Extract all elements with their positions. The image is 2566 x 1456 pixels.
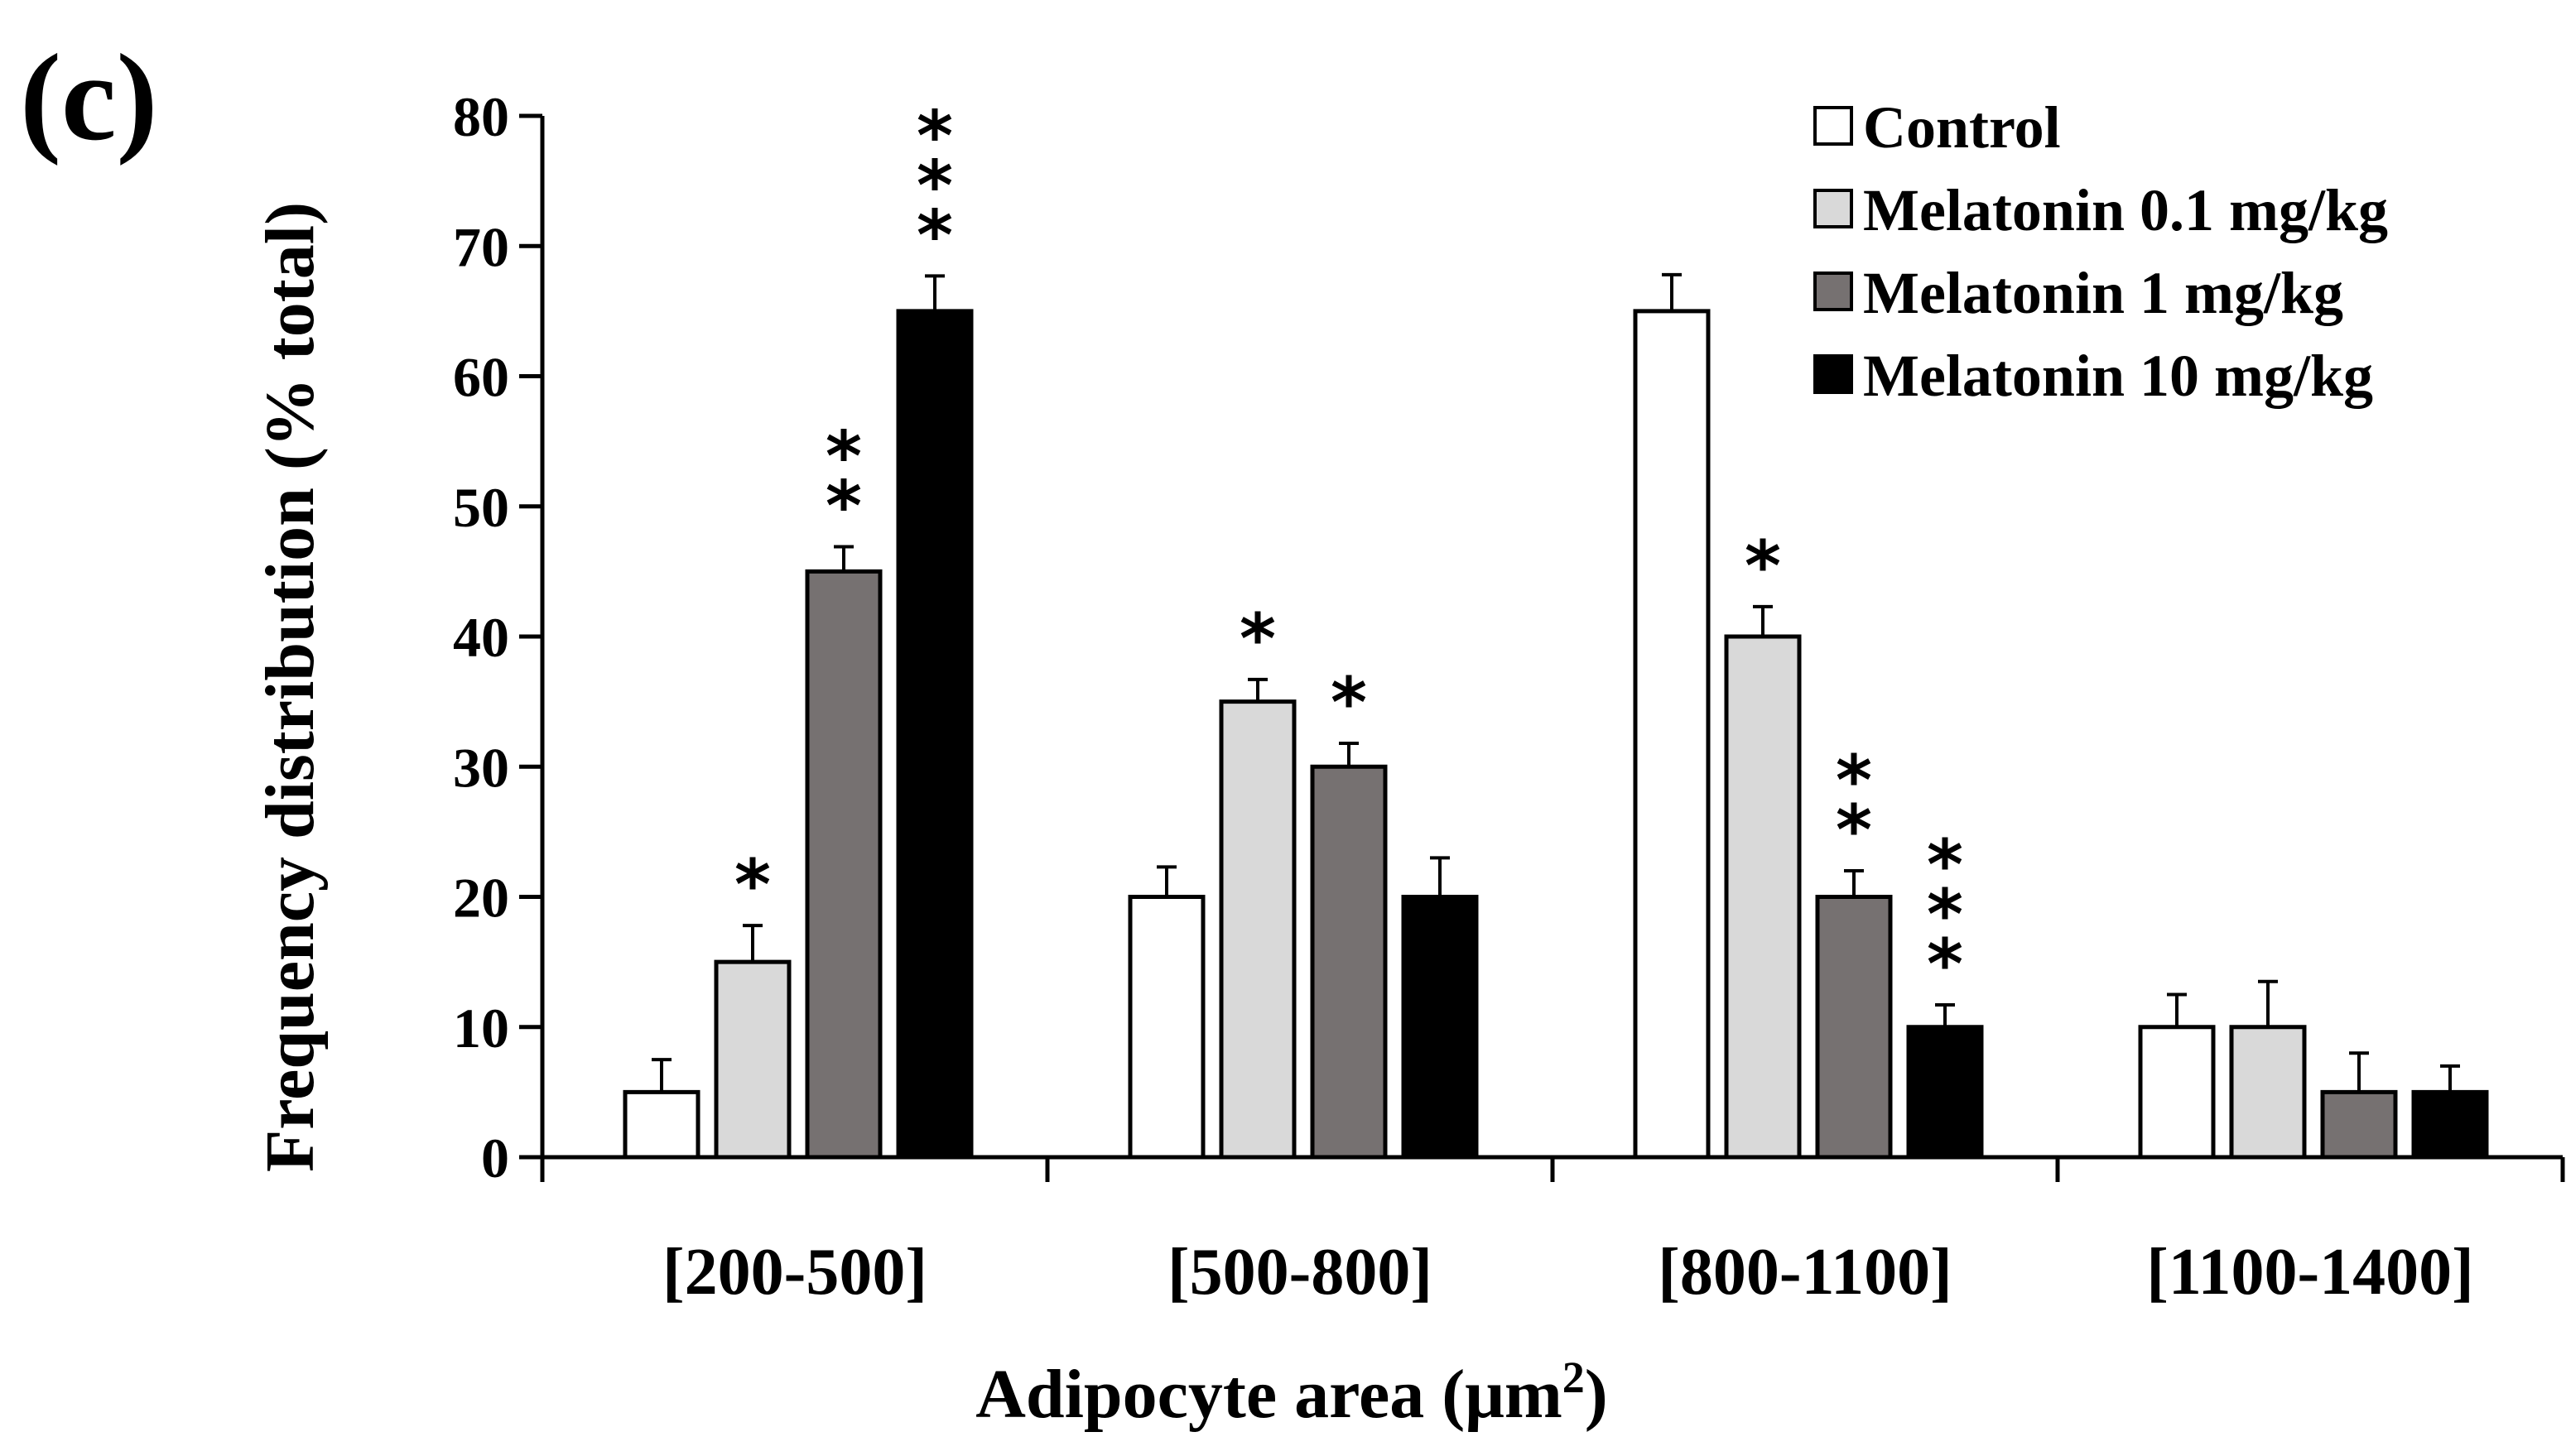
axes: 0 10 20 30 40 50 60 70 80 [200-500] [500-800] [800-… — [453, 85, 2565, 1309]
panel-label: (c) — [20, 29, 157, 166]
bar — [805, 569, 883, 1160]
y-tick-label: 60 — [453, 346, 509, 409]
y-tick-label: 50 — [453, 476, 509, 539]
bar — [896, 309, 974, 1160]
legend-swatch — [1813, 271, 1853, 311]
significance-asterisk: * — [917, 95, 953, 176]
x-axis-title-close: ) — [1585, 1356, 1608, 1433]
significance-asterisk: * — [1927, 824, 1963, 906]
x-category-label: [200-500] — [662, 1236, 927, 1309]
x-category-label: [500-800] — [1167, 1236, 1432, 1309]
bar — [2411, 1089, 2489, 1160]
y-tick-label: 70 — [453, 215, 509, 278]
bar — [2320, 1089, 2398, 1160]
y-tick-label: 0 — [481, 1127, 509, 1189]
bar — [2229, 1025, 2307, 1160]
bar — [1724, 634, 1802, 1160]
significance-asterisk: * — [1927, 924, 1963, 1005]
significance-asterisk: * — [1745, 526, 1781, 607]
significance-asterisk: * — [1927, 874, 1963, 955]
y-tick-label: 40 — [453, 606, 509, 669]
bar — [623, 1089, 700, 1160]
y-tick-label: 80 — [453, 85, 509, 148]
x-category-label: [800-1100] — [1658, 1236, 1952, 1309]
bar — [1310, 764, 1388, 1160]
x-category-label: [1100-1400] — [2146, 1236, 2474, 1309]
significance-asterisk: * — [917, 145, 953, 226]
bar — [1815, 895, 1893, 1160]
legend-label: Melatonin 0.1 mg/kg — [1863, 177, 2388, 243]
bar — [1401, 895, 1479, 1160]
bar — [1906, 1025, 1984, 1160]
y-tick-label: 10 — [453, 997, 509, 1060]
legend: Control Melatonin 0.1 mg/kg Melatonin 1 mg… — [1813, 94, 2388, 409]
significance-asterisk: * — [1836, 740, 1872, 821]
x-axis-title: Adipocyte area (μm2) — [975, 1353, 1608, 1433]
bar — [714, 959, 792, 1160]
significance-asterisk: * — [826, 416, 862, 497]
bar — [1128, 895, 1206, 1160]
bar — [1219, 699, 1297, 1160]
y-axis-title: Frequency distribution (% total) — [252, 202, 329, 1172]
legend-swatch — [1813, 354, 1853, 394]
y-tick-label: 30 — [453, 736, 509, 799]
significance-asterisk: * — [826, 465, 862, 546]
significance-asterisk: * — [1836, 790, 1872, 871]
legend-swatch — [1813, 106, 1853, 146]
significance-asterisk: * — [1331, 662, 1367, 743]
legend-label: Melatonin 10 mg/kg — [1863, 343, 2373, 409]
legend-swatch — [1813, 189, 1853, 228]
significance-asterisk: * — [917, 195, 953, 276]
x-axis-title-superscript: 2 — [1562, 1353, 1585, 1402]
significance-asterisk: * — [734, 844, 771, 925]
legend-label: Melatonin 1 mg/kg — [1863, 260, 2343, 326]
legend-label: Control — [1863, 94, 2061, 161]
bar — [2138, 1025, 2216, 1160]
bars: ************** — [623, 95, 2489, 1160]
bar — [1633, 309, 1711, 1160]
significance-asterisk: * — [1240, 598, 1276, 680]
x-axis-title-text: Adipocyte area (μm — [975, 1356, 1562, 1433]
y-tick-label: 20 — [453, 867, 509, 930]
y-axis-title-group: Frequency distribution (% total) — [252, 202, 329, 1172]
